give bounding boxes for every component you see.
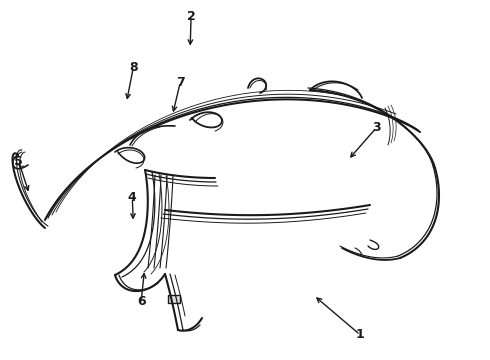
Text: 3: 3 bbox=[372, 121, 381, 134]
Text: 5: 5 bbox=[14, 155, 23, 168]
Text: 6: 6 bbox=[137, 295, 146, 308]
FancyBboxPatch shape bbox=[168, 295, 180, 303]
Text: 2: 2 bbox=[187, 10, 196, 23]
Text: 4: 4 bbox=[128, 191, 137, 204]
Text: 8: 8 bbox=[129, 61, 138, 74]
Text: 7: 7 bbox=[176, 76, 185, 89]
Text: 1: 1 bbox=[356, 328, 365, 341]
